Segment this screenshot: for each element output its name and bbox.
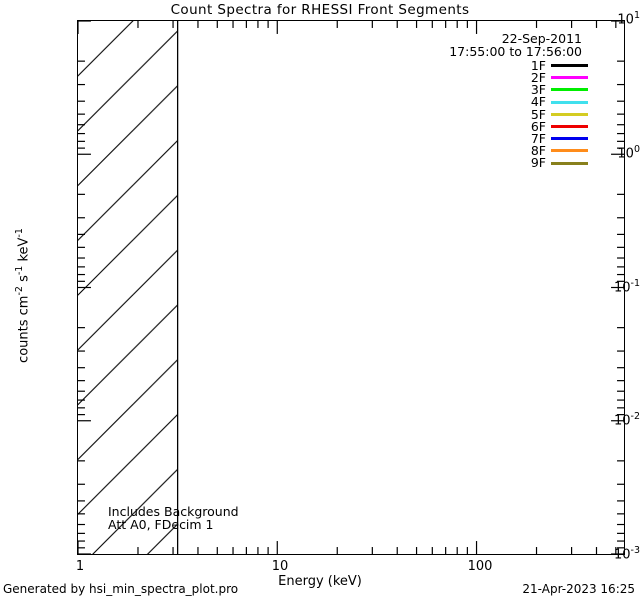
legend-item-6f: 6F bbox=[398, 118, 626, 134]
legend-time-range: 17:55:00 to 17:56:00 bbox=[449, 44, 582, 60]
y-tick-label-10e-3: 10-3 bbox=[613, 545, 640, 563]
legend-date: 22-Sep-2011 bbox=[501, 31, 582, 46]
legend-item-label: 8F bbox=[530, 143, 546, 159]
page-title: Count Spectra for RHESSI Front Segments bbox=[170, 2, 470, 18]
y-tick-label-10e0: 100 bbox=[617, 143, 640, 162]
footer-generator: Generated by hsi_min_spectra_plot.pro bbox=[3, 582, 239, 596]
annotation-includes-background: Includes Background bbox=[108, 504, 239, 519]
x-axis-title: Energy (keV) bbox=[278, 574, 362, 589]
legend-item-4f: 4F bbox=[398, 94, 626, 110]
legend-item-label: 7F bbox=[530, 131, 546, 147]
legend-color-swatch bbox=[551, 161, 588, 165]
legend-item-8f: 8F bbox=[398, 143, 626, 159]
legend-color-swatch bbox=[551, 76, 588, 80]
legend-color-swatch bbox=[551, 64, 588, 67]
legend-item-label: 3F bbox=[530, 82, 546, 98]
x-tick-label-100: 100 bbox=[467, 559, 493, 574]
footer-timestamp: 21-Apr-2023 16:25 bbox=[522, 582, 635, 596]
x-tick-label-10: 10 bbox=[271, 559, 289, 574]
legend-item-7f: 7F bbox=[398, 131, 626, 147]
annotation-attenuator: Att A0, FDecim 1 bbox=[108, 517, 214, 532]
legend-item-1f: 1F bbox=[398, 57, 626, 73]
y-tick-label-10e1: 101 bbox=[617, 10, 640, 28]
y-tick-label-10e-2: 10-2 bbox=[613, 411, 640, 429]
legend: 22-Sep-2011 17:55:00 to 17:56:00 1F 2F 3F 4… bbox=[398, 31, 626, 171]
legend-item-label: 6F bbox=[530, 118, 546, 134]
legend-item-label: 9F bbox=[530, 155, 546, 171]
y-axis-title: counts cm-2 s-1 keV-1 bbox=[14, 228, 32, 363]
legend-color-swatch bbox=[551, 112, 588, 116]
legend-item-3f: 3F bbox=[398, 82, 626, 98]
legend-item-5f: 5F bbox=[398, 106, 626, 122]
legend-item-label: 1F bbox=[530, 57, 546, 73]
legend-item-label: 4F bbox=[530, 94, 546, 110]
legend-item-2f: 2F bbox=[398, 70, 626, 86]
legend-entry-list: 1F 2F 3F 4F 5F 6F 7F 8F 9F bbox=[398, 57, 626, 171]
x-tick-label-1: 1 bbox=[75, 559, 85, 574]
legend-color-swatch bbox=[551, 88, 588, 92]
legend-color-swatch bbox=[551, 137, 588, 141]
legend-item-9f: 9F bbox=[398, 155, 626, 171]
legend-item-label: 5F bbox=[530, 106, 546, 122]
y-tick-label-10e-1: 10-1 bbox=[613, 277, 640, 295]
legend-item-label: 2F bbox=[530, 70, 546, 86]
legend-color-swatch bbox=[551, 149, 588, 153]
legend-color-swatch bbox=[551, 124, 588, 128]
legend-color-swatch bbox=[551, 100, 588, 104]
